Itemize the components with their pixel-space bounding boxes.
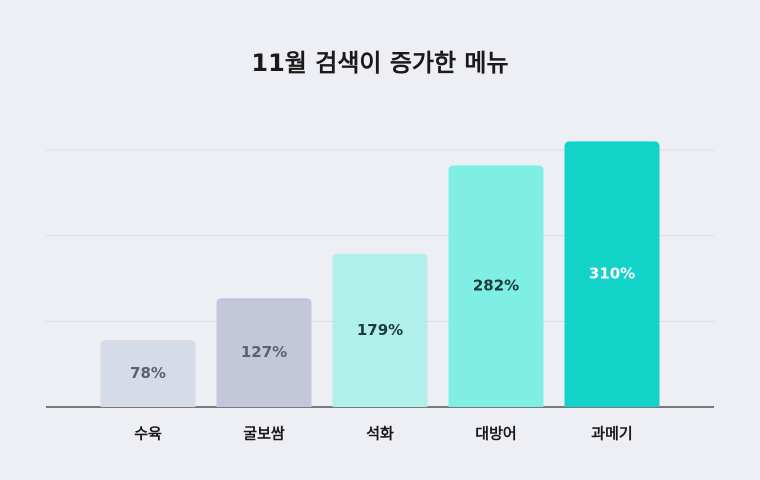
bar (564, 141, 660, 407)
x-tick-label: 과메기 (591, 425, 632, 443)
x-tick-label: 석화 (366, 425, 394, 443)
bar (216, 298, 312, 407)
value-label: 310% (589, 265, 635, 283)
value-label: 179% (357, 321, 403, 339)
x-tick-label: 수육 (134, 425, 162, 443)
bar (332, 253, 428, 407)
x-tick-label: 굴보쌈 (243, 425, 285, 443)
x-tick-label: 대방어 (475, 425, 516, 443)
bar (100, 340, 196, 407)
value-label: 78% (130, 364, 166, 382)
bar (448, 165, 544, 407)
value-label: 127% (241, 343, 287, 361)
value-label: 282% (473, 277, 519, 295)
chart-title: 11월 검색이 증가한 메뉴 (251, 49, 508, 77)
